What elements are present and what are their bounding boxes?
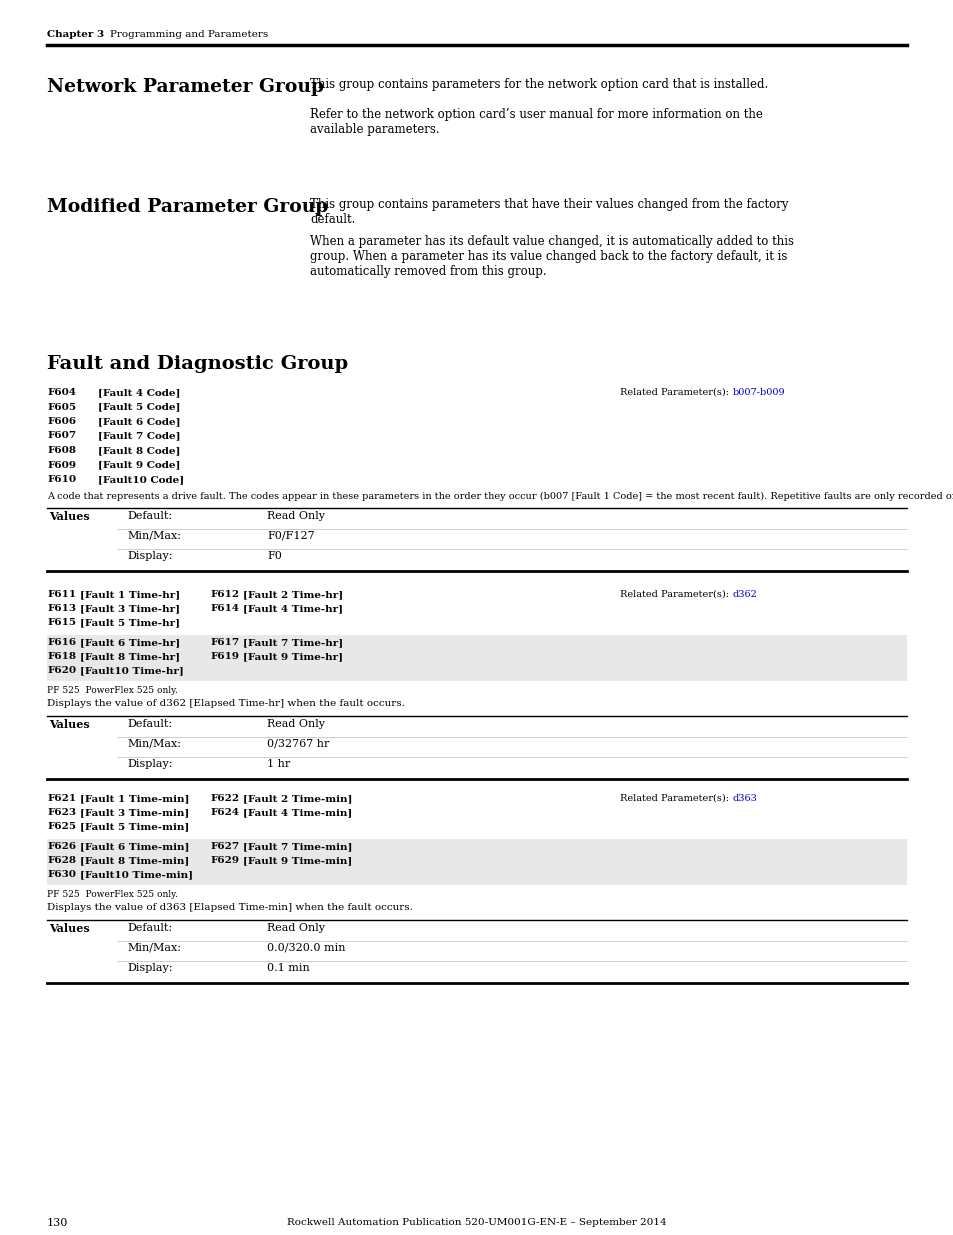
Text: F630: F630 bbox=[47, 869, 76, 879]
Text: F612: F612 bbox=[210, 590, 239, 599]
Text: F624: F624 bbox=[210, 808, 239, 818]
Text: [Fault10 Time-hr]: [Fault10 Time-hr] bbox=[80, 666, 184, 676]
Text: Default:: Default: bbox=[127, 511, 172, 521]
Text: Values: Values bbox=[49, 511, 90, 522]
Text: Related Parameter(s):: Related Parameter(s): bbox=[619, 388, 731, 396]
Text: b007-b009: b007-b009 bbox=[732, 388, 785, 396]
Text: Display:: Display: bbox=[127, 551, 172, 561]
Text: F625: F625 bbox=[47, 823, 76, 831]
Text: F621: F621 bbox=[47, 794, 76, 803]
Text: [Fault 8 Time-min]: [Fault 8 Time-min] bbox=[80, 856, 189, 864]
Text: F0: F0 bbox=[267, 551, 281, 561]
Text: F628: F628 bbox=[47, 856, 76, 864]
Text: d362: d362 bbox=[732, 590, 757, 599]
Text: F614: F614 bbox=[210, 604, 239, 613]
Text: [Fault 8 Time-hr]: [Fault 8 Time-hr] bbox=[80, 652, 180, 661]
Text: [Fault 6 Code]: [Fault 6 Code] bbox=[98, 417, 180, 426]
Text: [Fault 7 Code]: [Fault 7 Code] bbox=[98, 431, 180, 441]
Text: Programming and Parameters: Programming and Parameters bbox=[110, 30, 268, 40]
Text: Values: Values bbox=[49, 923, 90, 934]
Text: A code that represents a drive fault. The codes appear in these parameters in th: A code that represents a drive fault. Th… bbox=[47, 492, 953, 501]
Text: [Fault 5 Time-min]: [Fault 5 Time-min] bbox=[80, 823, 189, 831]
Text: Rockwell Automation Publication 520-UM001G-EN-E – September 2014: Rockwell Automation Publication 520-UM00… bbox=[287, 1218, 666, 1228]
Text: PF 525  PowerFlex 525 only.: PF 525 PowerFlex 525 only. bbox=[47, 890, 177, 899]
Text: [Fault 2 Time-min]: [Fault 2 Time-min] bbox=[243, 794, 352, 803]
Text: [Fault 7 Time-hr]: [Fault 7 Time-hr] bbox=[243, 638, 343, 647]
Text: [Fault 2 Time-hr]: [Fault 2 Time-hr] bbox=[243, 590, 343, 599]
Text: Read Only: Read Only bbox=[267, 511, 325, 521]
Text: [Fault 6 Time-hr]: [Fault 6 Time-hr] bbox=[80, 638, 180, 647]
Text: F615: F615 bbox=[47, 618, 76, 627]
Text: F605: F605 bbox=[47, 403, 76, 411]
Text: 0.1 min: 0.1 min bbox=[267, 963, 310, 973]
Text: [Fault 9 Time-min]: [Fault 9 Time-min] bbox=[243, 856, 352, 864]
Text: Refer to the network option card’s user manual for more information on the
avail: Refer to the network option card’s user … bbox=[310, 107, 762, 136]
Text: F623: F623 bbox=[47, 808, 76, 818]
Text: [Fault 6 Time-min]: [Fault 6 Time-min] bbox=[80, 842, 190, 851]
Text: F616: F616 bbox=[47, 638, 76, 647]
Text: F619: F619 bbox=[210, 652, 239, 661]
Text: F622: F622 bbox=[210, 794, 239, 803]
Text: Network Parameter Group: Network Parameter Group bbox=[47, 78, 324, 96]
Text: 130: 130 bbox=[47, 1218, 69, 1228]
Text: Read Only: Read Only bbox=[267, 923, 325, 932]
Text: [Fault 1 Time-hr]: [Fault 1 Time-hr] bbox=[80, 590, 180, 599]
Text: [Fault 1 Time-min]: [Fault 1 Time-min] bbox=[80, 794, 190, 803]
Text: F611: F611 bbox=[47, 590, 76, 599]
Text: F618: F618 bbox=[47, 652, 76, 661]
Text: [Fault 3 Time-hr]: [Fault 3 Time-hr] bbox=[80, 604, 180, 613]
Text: F629: F629 bbox=[210, 856, 239, 864]
Text: F604: F604 bbox=[47, 388, 76, 396]
Text: [Fault 9 Code]: [Fault 9 Code] bbox=[98, 461, 180, 469]
Text: Displays the value of d362 [Elapsed Time-hr] when the fault occurs.: Displays the value of d362 [Elapsed Time… bbox=[47, 699, 404, 708]
Text: This group contains parameters that have their values changed from the factory
d: This group contains parameters that have… bbox=[310, 198, 788, 226]
Text: [Fault 7 Time-min]: [Fault 7 Time-min] bbox=[243, 842, 352, 851]
Text: F608: F608 bbox=[47, 446, 76, 454]
Text: F626: F626 bbox=[47, 842, 76, 851]
Text: Related Parameter(s):: Related Parameter(s): bbox=[619, 590, 731, 599]
Text: [Fault 3 Time-min]: [Fault 3 Time-min] bbox=[80, 808, 189, 818]
Text: Modified Parameter Group: Modified Parameter Group bbox=[47, 198, 328, 216]
Text: F620: F620 bbox=[47, 666, 76, 676]
Text: This group contains parameters for the network option card that is installed.: This group contains parameters for the n… bbox=[310, 78, 767, 91]
Text: Fault and Diagnostic Group: Fault and Diagnostic Group bbox=[47, 354, 348, 373]
Text: Display:: Display: bbox=[127, 963, 172, 973]
Bar bbox=[47, 839, 906, 885]
Text: Values: Values bbox=[49, 719, 90, 730]
Text: F617: F617 bbox=[210, 638, 239, 647]
Text: 0.0/320.0 min: 0.0/320.0 min bbox=[267, 944, 345, 953]
Text: Displays the value of d363 [Elapsed Time-min] when the fault occurs.: Displays the value of d363 [Elapsed Time… bbox=[47, 903, 413, 911]
Text: Default:: Default: bbox=[127, 923, 172, 932]
Text: Read Only: Read Only bbox=[267, 719, 325, 729]
Text: Related Parameter(s):: Related Parameter(s): bbox=[619, 794, 731, 803]
Text: F0/F127: F0/F127 bbox=[267, 531, 314, 541]
Text: Default:: Default: bbox=[127, 719, 172, 729]
Text: F627: F627 bbox=[210, 842, 239, 851]
Text: F609: F609 bbox=[47, 461, 76, 469]
Bar bbox=[47, 635, 906, 680]
Text: Display:: Display: bbox=[127, 760, 172, 769]
Text: Chapter 3: Chapter 3 bbox=[47, 30, 104, 40]
Text: PF 525  PowerFlex 525 only.: PF 525 PowerFlex 525 only. bbox=[47, 685, 177, 695]
Text: F613: F613 bbox=[47, 604, 76, 613]
Text: Min/Max:: Min/Max: bbox=[127, 739, 181, 748]
Text: [Fault 4 Code]: [Fault 4 Code] bbox=[98, 388, 180, 396]
Text: d363: d363 bbox=[732, 794, 757, 803]
Text: Min/Max:: Min/Max: bbox=[127, 944, 181, 953]
Text: [Fault 8 Code]: [Fault 8 Code] bbox=[98, 446, 180, 454]
Text: F606: F606 bbox=[47, 417, 76, 426]
Text: 1 hr: 1 hr bbox=[267, 760, 290, 769]
Text: [Fault 5 Time-hr]: [Fault 5 Time-hr] bbox=[80, 618, 180, 627]
Text: When a parameter has its default value changed, it is automatically added to thi: When a parameter has its default value c… bbox=[310, 235, 793, 278]
Text: [Fault 5 Code]: [Fault 5 Code] bbox=[98, 403, 180, 411]
Text: [Fault 9 Time-hr]: [Fault 9 Time-hr] bbox=[243, 652, 343, 661]
Text: [Fault10 Time-min]: [Fault10 Time-min] bbox=[80, 869, 193, 879]
Text: [Fault10 Code]: [Fault10 Code] bbox=[98, 475, 184, 484]
Text: 0/32767 hr: 0/32767 hr bbox=[267, 739, 329, 748]
Text: F607: F607 bbox=[47, 431, 76, 441]
Text: Min/Max:: Min/Max: bbox=[127, 531, 181, 541]
Text: [Fault 4 Time-min]: [Fault 4 Time-min] bbox=[243, 808, 352, 818]
Text: [Fault 4 Time-hr]: [Fault 4 Time-hr] bbox=[243, 604, 343, 613]
Text: F610: F610 bbox=[47, 475, 76, 484]
